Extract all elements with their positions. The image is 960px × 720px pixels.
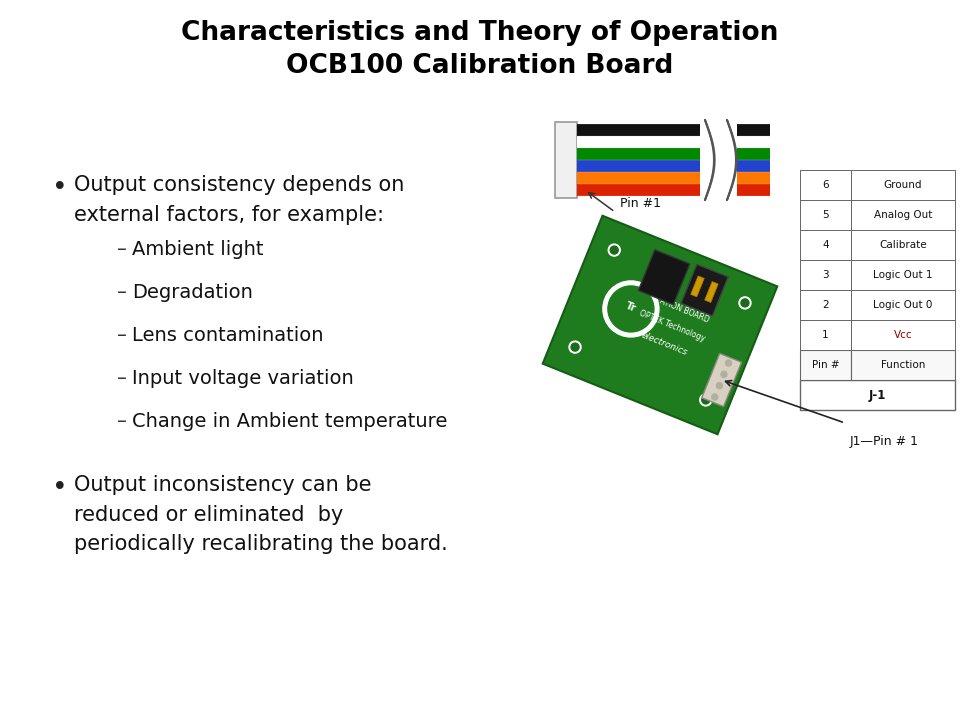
Text: Lens contamination: Lens contamination	[132, 326, 324, 345]
Polygon shape	[638, 250, 690, 305]
Circle shape	[571, 343, 579, 351]
Circle shape	[726, 360, 732, 366]
Circle shape	[700, 394, 711, 406]
Circle shape	[721, 372, 727, 377]
Text: 2: 2	[823, 300, 828, 310]
Text: Logic Out 1: Logic Out 1	[874, 270, 933, 280]
Bar	[800, 230, 852, 260]
Text: Degradation: Degradation	[132, 283, 252, 302]
Text: electronics: electronics	[640, 330, 689, 357]
Bar	[800, 290, 852, 320]
Circle shape	[569, 341, 581, 353]
Text: –: –	[117, 283, 127, 302]
Text: 1: 1	[823, 330, 828, 340]
Text: –: –	[117, 240, 127, 259]
Bar	[852, 260, 955, 290]
Text: 4: 4	[823, 240, 828, 250]
Text: Pin #: Pin #	[812, 360, 839, 370]
Text: Pin #1: Pin #1	[620, 197, 661, 210]
Text: 5: 5	[823, 210, 828, 220]
Text: •: •	[52, 175, 67, 201]
Bar	[800, 260, 852, 290]
Text: OPTEK Technology: OPTEK Technology	[637, 308, 707, 343]
Bar	[852, 320, 955, 350]
Circle shape	[611, 246, 618, 254]
Text: –: –	[117, 412, 127, 431]
Polygon shape	[681, 264, 729, 316]
Text: Input voltage variation: Input voltage variation	[132, 369, 353, 388]
Circle shape	[603, 281, 659, 337]
Text: 3: 3	[823, 270, 828, 280]
Text: Logic Out 0: Logic Out 0	[874, 300, 933, 310]
Polygon shape	[702, 354, 741, 407]
Bar	[852, 290, 955, 320]
Text: Function: Function	[881, 360, 925, 370]
Text: Tr: Tr	[624, 300, 637, 313]
Text: Vcc: Vcc	[894, 330, 912, 340]
Circle shape	[609, 244, 620, 256]
Bar	[800, 350, 852, 380]
Text: ATION BOARD: ATION BOARD	[658, 297, 710, 325]
Circle shape	[608, 286, 654, 332]
Text: Characteristics and Theory of Operation
OCB100 Calibration Board: Characteristics and Theory of Operation …	[181, 20, 779, 79]
Bar	[800, 320, 852, 350]
Circle shape	[716, 382, 722, 389]
Bar	[852, 170, 955, 200]
Text: Output inconsistency can be
reduced or eliminated  by
periodically recalibrating: Output inconsistency can be reduced or e…	[74, 475, 447, 554]
Text: –: –	[117, 369, 127, 388]
Bar	[852, 230, 955, 260]
Bar	[555, 122, 577, 198]
Text: Analog Out: Analog Out	[874, 210, 932, 220]
Circle shape	[741, 299, 749, 307]
Circle shape	[711, 394, 718, 400]
Text: 6: 6	[823, 180, 828, 190]
Bar	[700, 118, 737, 202]
Text: Ambient light: Ambient light	[132, 240, 263, 259]
Bar	[852, 200, 955, 230]
Bar	[800, 200, 852, 230]
Text: Calibrate: Calibrate	[879, 240, 927, 250]
Polygon shape	[705, 282, 718, 302]
Text: Change in Ambient temperature: Change in Ambient temperature	[132, 412, 447, 431]
Text: J-1: J-1	[869, 389, 886, 402]
Text: Ground: Ground	[884, 180, 923, 190]
Text: •: •	[52, 475, 67, 501]
Bar	[800, 380, 955, 410]
Bar	[852, 350, 955, 380]
Circle shape	[702, 396, 709, 404]
Text: –: –	[117, 326, 127, 345]
Bar	[800, 170, 852, 200]
Circle shape	[739, 297, 751, 309]
Polygon shape	[690, 276, 705, 297]
Text: Output consistency depends on
external factors, for example:: Output consistency depends on external f…	[74, 175, 404, 225]
Text: J1—Pin # 1: J1—Pin # 1	[850, 435, 919, 448]
Polygon shape	[542, 216, 778, 434]
